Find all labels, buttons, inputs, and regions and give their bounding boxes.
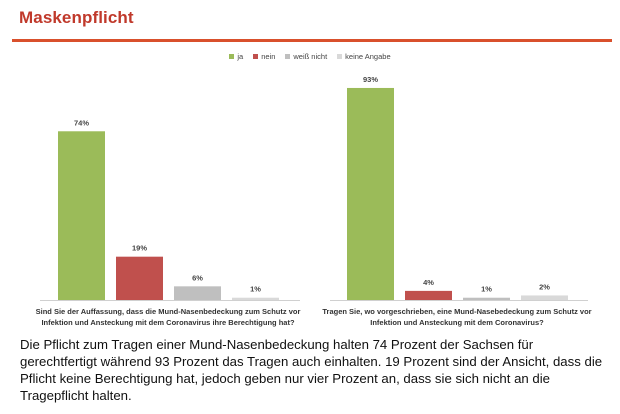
bar-nein-q1 [116, 256, 163, 300]
chart-legend: ja nein weiß nicht keine Angabe [0, 52, 620, 61]
legend-label-ja: ja [237, 52, 244, 61]
bar-weiss-nicht-q2 [463, 297, 510, 300]
data-label-ja-q1: 74% [74, 118, 89, 127]
summary-text: Die Pflicht zum Tragen einer Mund-Nasenb… [20, 337, 603, 403]
bar-keine-Angabe-q2 [521, 295, 568, 300]
legend-item-nein: nein [253, 52, 275, 61]
data-label-keine-Angabe-q2: 2% [539, 282, 550, 291]
data-label-keine-Angabe-q1: 1% [250, 285, 261, 294]
bar-ja-q1 [58, 131, 105, 300]
bar-keine-Angabe-q1 [232, 297, 279, 300]
legend-item-keine-angabe: keine Angabe [337, 52, 391, 61]
legend-swatch-weiss-nicht [285, 54, 291, 59]
legend-swatch-nein [253, 54, 259, 59]
legend-item-weiss-nicht: weiß nicht [285, 52, 327, 61]
data-label-weiss-nicht-q2: 1% [481, 285, 492, 294]
bar-weiss-nicht-q1 [174, 286, 221, 300]
data-label-nein-q1: 19% [132, 244, 147, 253]
data-label-weiss-nicht-q1: 6% [192, 273, 203, 282]
legend-item-ja: ja [229, 52, 243, 61]
title-divider [12, 39, 612, 42]
legend-swatch-ja [229, 54, 235, 59]
data-label-nein-q2: 4% [423, 278, 434, 287]
data-label-ja-q2: 93% [363, 75, 378, 84]
page-title: Maskenpflicht [19, 8, 134, 27]
legend-swatch-keine-angabe [337, 54, 343, 59]
category-label-0: Sind Sie der Auffassung, dass die Mund-N… [35, 307, 301, 327]
legend-label-weiss-nicht: weiß nicht [293, 52, 328, 61]
category-label-1: Tragen Sie, wo vorgeschrieben, eine Mund… [322, 307, 592, 327]
bar-nein-q2 [405, 290, 452, 300]
legend-label-nein: nein [261, 52, 276, 61]
bar-ja-q2 [347, 87, 394, 301]
legend-label-keine-angabe: keine Angabe [345, 52, 391, 61]
